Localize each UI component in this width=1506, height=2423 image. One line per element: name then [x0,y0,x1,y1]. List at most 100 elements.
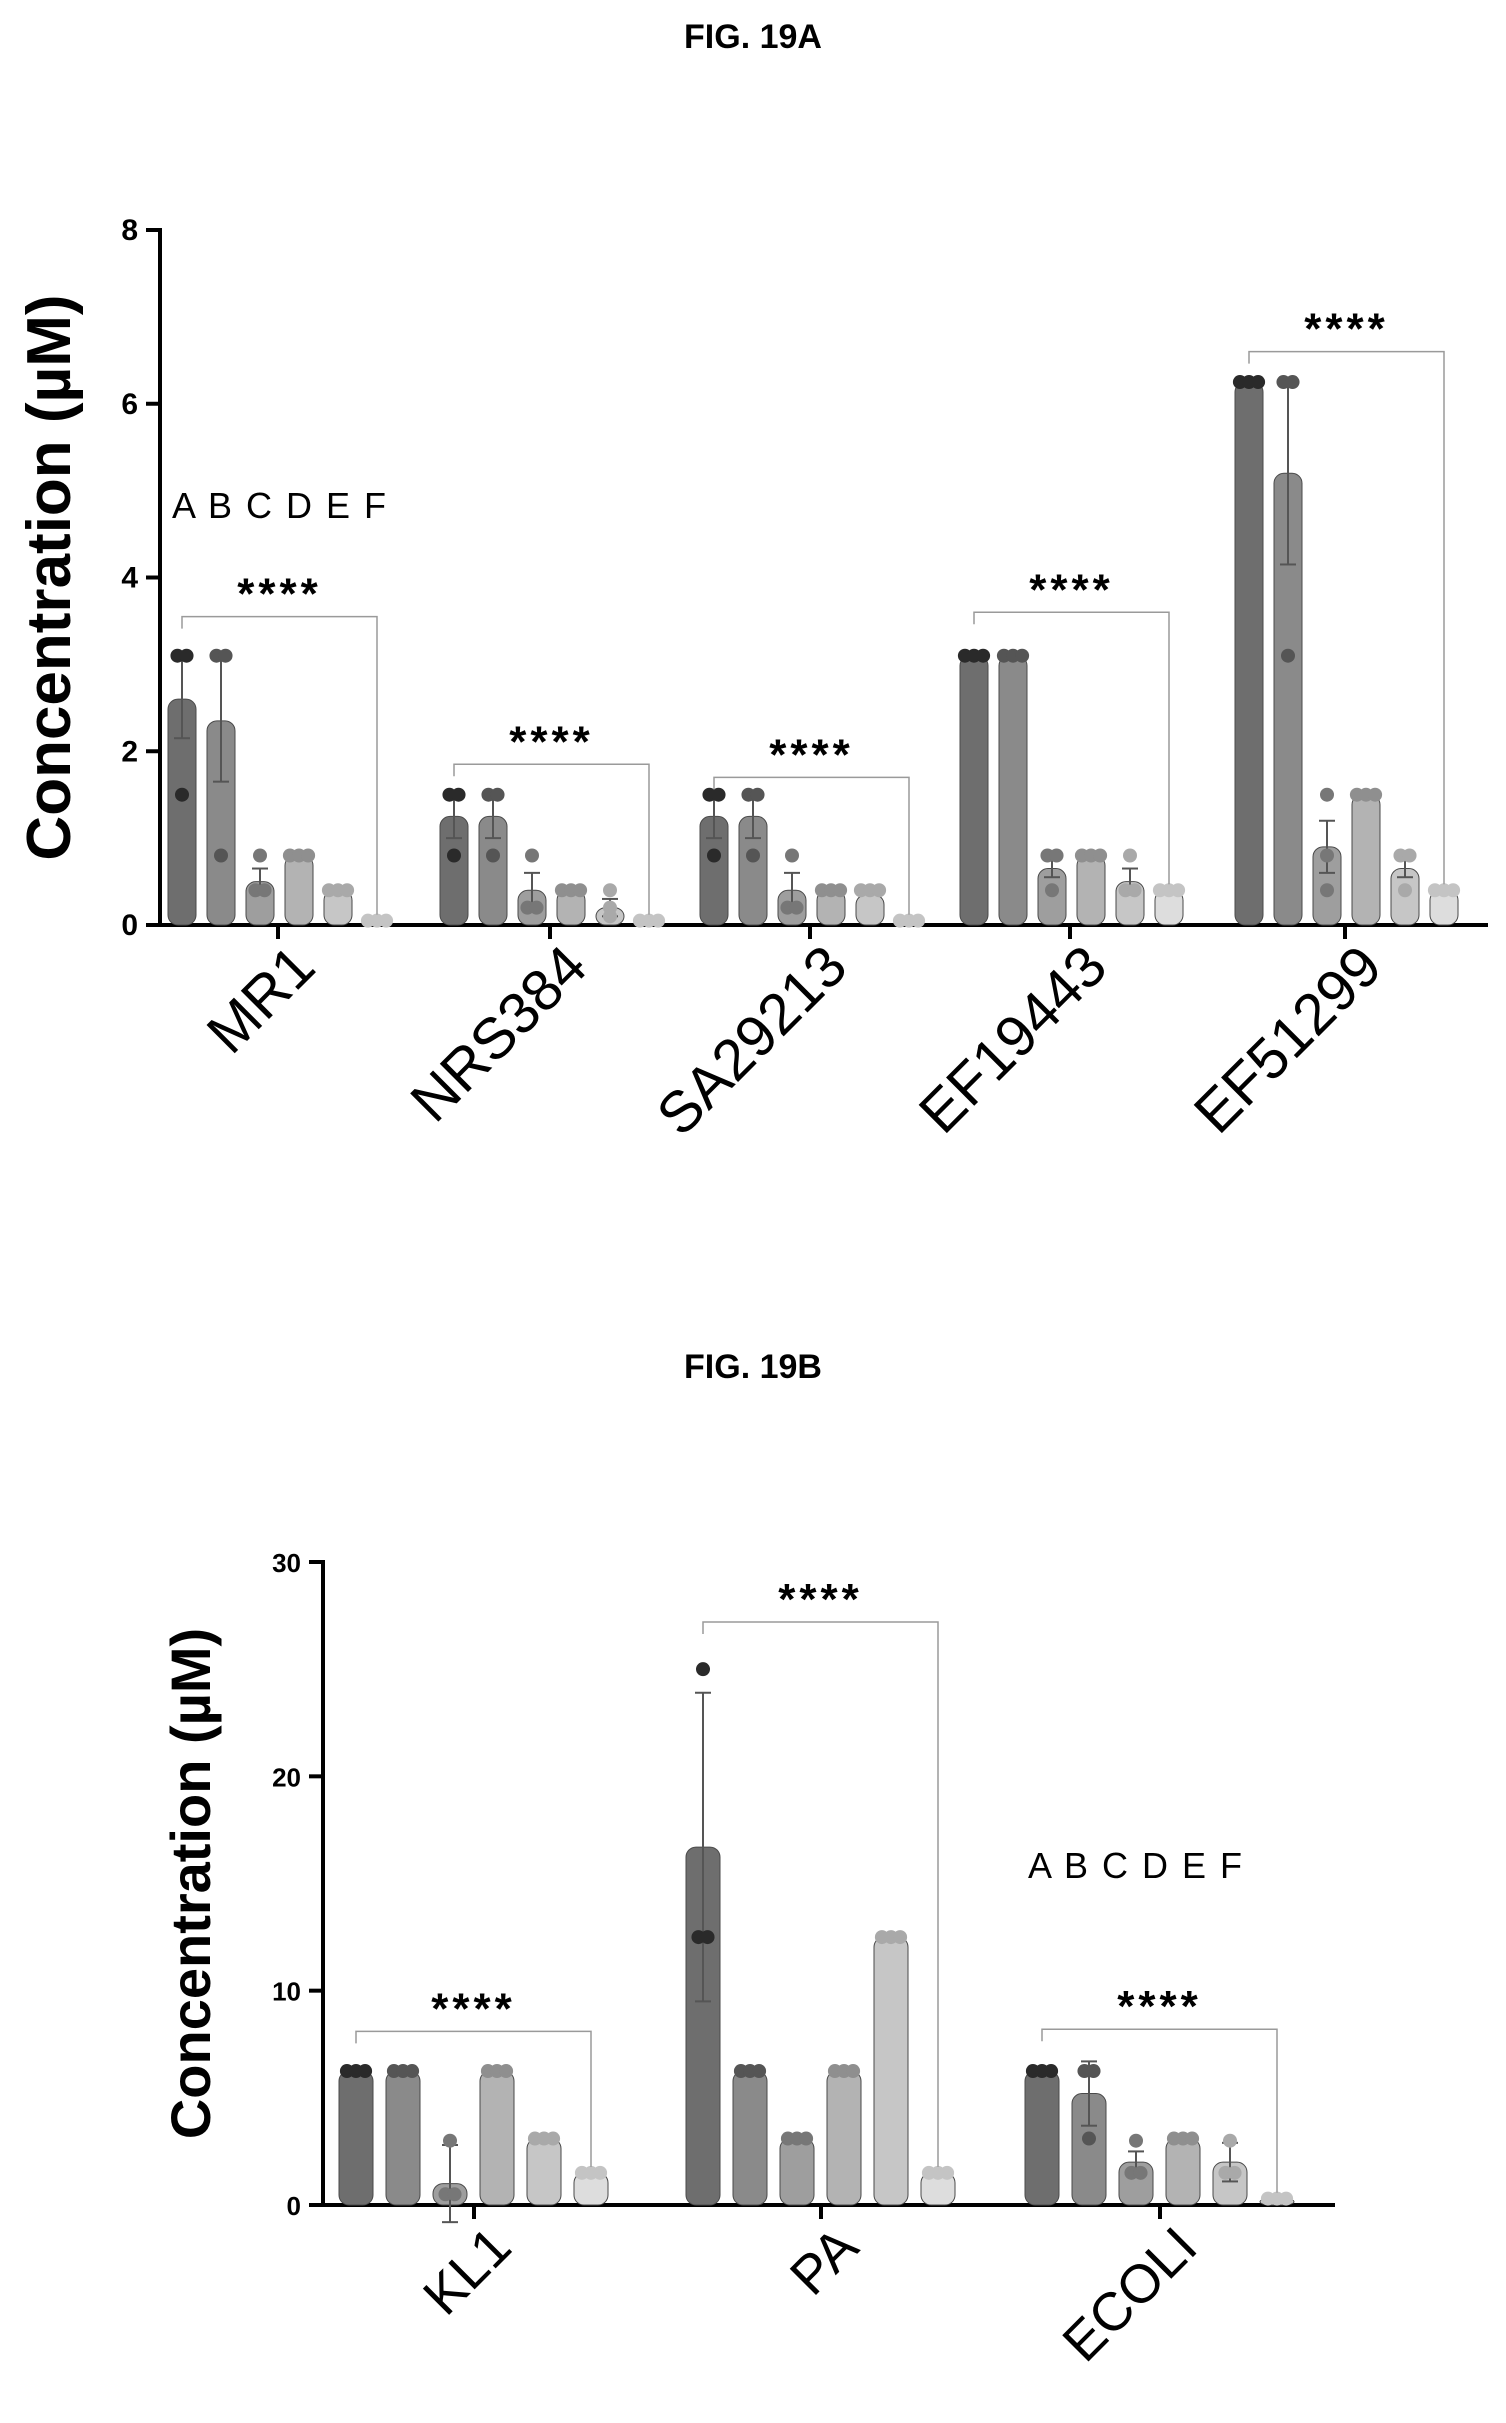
data-point [573,883,588,898]
significance-bracket [1041,2028,1278,2193]
bar [526,2138,562,2206]
data-point [696,1662,710,1677]
data-point [405,2064,420,2079]
data-point [1320,787,1334,802]
y-axis-label: Concentration (µM) [15,294,84,860]
data-point [799,2131,814,2146]
data-point [893,1930,908,1945]
data-point [1171,883,1186,898]
data-point [451,787,466,802]
data-point [911,913,926,928]
data-point [179,648,194,663]
data-point [1320,883,1334,898]
data-point [1251,375,1266,390]
data-point [976,648,991,663]
data-point [1185,2131,1200,2146]
data-point [593,2165,608,2180]
data-point [1123,848,1137,863]
data-point [700,1930,715,1945]
data-point [752,2064,767,2079]
data-point [846,2064,861,2079]
data-point [379,913,394,928]
data-point [789,900,804,915]
data-point [1223,2133,1237,2148]
bar [338,2070,374,2206]
data-point [1133,2165,1148,2180]
y-tick-label: 6 [121,388,138,421]
data-point [301,848,316,863]
data-point [1320,848,1334,863]
legend-letters: A B C D E F [172,485,388,526]
data-point [529,900,544,915]
significance-label: **** [237,570,322,619]
bar [1165,2138,1201,2206]
data-point [175,787,189,802]
data-point [340,883,355,898]
data-point [253,848,267,863]
legend-letters: A B C D E F [1028,1845,1244,1886]
data-point [1281,648,1295,663]
data-point [750,787,765,802]
data-point [1086,2064,1101,2079]
y-axis-label: Concentration (µM) [159,1628,222,2139]
data-point [651,913,666,928]
significance-label: **** [431,1984,516,2033]
significance-bracket [355,2030,592,2167]
data-point [711,787,726,802]
data-point [785,848,799,863]
figure-b-title: FIG. 19B [684,1348,822,1386]
data-point [746,848,760,863]
data-point [1129,2133,1143,2148]
data-point [1398,883,1412,898]
data-point [1015,648,1030,663]
significance-bracket [713,776,910,915]
data-point [1285,375,1300,390]
significance-bracket [181,615,378,915]
category-label: KL1 [412,2216,522,2326]
bar [873,1936,909,2206]
significance-bracket [1248,350,1445,885]
significance-bracket [702,1621,939,2167]
data-point [214,848,228,863]
data-point [490,787,505,802]
data-point [443,2133,457,2148]
bar [385,2070,421,2206]
significance-label: **** [1304,305,1389,354]
y-tick-label: 2 [121,735,138,768]
data-point [1279,2191,1294,2206]
data-point [707,848,721,863]
data-point [603,909,617,924]
y-tick-label: 20 [272,1762,301,1792]
data-point [1127,883,1142,898]
bar [732,2070,768,2206]
data-point [218,648,233,663]
y-tick-label: 0 [287,2191,301,2221]
data-point [940,2165,955,2180]
y-tick-label: 30 [272,1548,301,1578]
y-tick-label: 8 [121,214,138,247]
significance-label: **** [778,1575,863,1624]
data-point [525,848,539,863]
data-point [1045,883,1059,898]
figure-a-title: FIG. 19A [684,18,822,56]
data-point [833,883,848,898]
significance-label: **** [1117,1982,1202,2031]
data-point [603,883,617,898]
data-point [1093,848,1108,863]
data-point [257,883,272,898]
significance-bracket [453,763,650,915]
data-point [1402,848,1417,863]
bar [479,2070,515,2206]
data-point [1368,787,1383,802]
significance-label: **** [769,730,854,779]
bar [1024,2070,1060,2206]
significance-bracket [973,611,1170,885]
significance-label: **** [1029,565,1114,614]
data-point [358,2064,373,2079]
data-point [1082,2131,1096,2146]
data-point [546,2131,561,2146]
category-label: ECOLI [1051,2216,1208,2373]
bar [779,2138,815,2206]
